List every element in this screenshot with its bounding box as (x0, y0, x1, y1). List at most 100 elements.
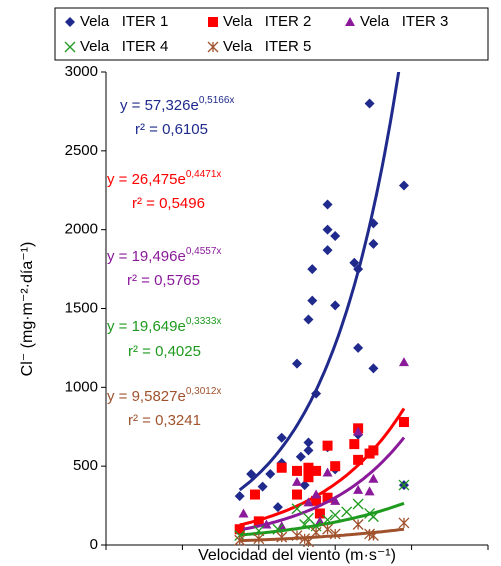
point (314, 508, 325, 519)
point (276, 462, 287, 473)
point (353, 264, 364, 275)
point (330, 461, 341, 472)
point (368, 445, 379, 456)
trend-equation: y = 19,649e0,3333x (107, 316, 221, 335)
point (322, 514, 334, 526)
legend-label: Vela ITER 4 (80, 38, 168, 55)
point (238, 508, 249, 518)
point (398, 417, 409, 428)
point (353, 484, 364, 494)
x-tick-label: 2 (178, 563, 186, 566)
point (368, 473, 379, 483)
x-tick-label: 6 (331, 563, 339, 566)
legend-label: Vela ITER 2 (223, 13, 311, 30)
point (303, 497, 314, 507)
point (398, 180, 409, 191)
point (322, 523, 334, 535)
point (253, 525, 265, 537)
trendline (239, 501, 405, 537)
point (307, 264, 318, 275)
point (322, 199, 333, 210)
legend-label: Vela ITER 3 (360, 13, 448, 30)
point (311, 489, 322, 499)
equation-base: y = 26,475e (107, 171, 186, 188)
point (311, 388, 322, 399)
point (246, 469, 257, 480)
x-tick-label: 10 (480, 563, 497, 566)
point (310, 526, 322, 538)
x-tick-label: 4 (255, 563, 263, 566)
point (398, 479, 410, 491)
point (272, 502, 283, 513)
trend-r2: r² = 0,3241 (128, 412, 201, 429)
point (276, 432, 287, 443)
point (299, 519, 311, 530)
point (234, 524, 245, 535)
trend-equation: y = 26,475e0,4471x (107, 169, 221, 188)
x-tick-label: 0 (102, 563, 110, 566)
point (276, 531, 288, 543)
legend-label: Vela ITER 1 (80, 13, 168, 30)
point (322, 245, 333, 256)
legend-box (54, 7, 489, 61)
point (353, 342, 364, 353)
point (303, 462, 314, 473)
y-tick-label: 1000 (65, 378, 98, 395)
point (311, 495, 322, 506)
point (349, 439, 360, 450)
point (322, 224, 333, 235)
x-tick-label: 8 (407, 563, 415, 566)
point (253, 533, 265, 545)
point (322, 492, 333, 503)
point (353, 454, 364, 465)
point (322, 467, 333, 477)
point (367, 530, 379, 541)
y-tick-label: 2000 (65, 221, 98, 238)
trendline (238, 72, 401, 492)
trend-equation: y = 19,496e0,4557x (107, 246, 221, 265)
trendline (239, 527, 405, 543)
y-tick-label: 2500 (65, 142, 98, 159)
y-tick-label: 0 (90, 536, 98, 553)
point (295, 451, 306, 462)
trend-equation: y = 57,326e0,5166x (120, 95, 234, 114)
point (364, 486, 375, 496)
point (368, 363, 379, 374)
point (398, 357, 409, 367)
trend-r2: r² = 0,6105 (135, 121, 208, 138)
point (303, 445, 314, 456)
point (303, 437, 314, 448)
equation-base: y = 19,649e (107, 318, 186, 335)
trendline (243, 436, 406, 531)
equation-base: y = 19,496e (107, 248, 186, 265)
y-tick-label: 1500 (65, 299, 98, 316)
y-tick-label: 500 (73, 457, 98, 474)
legend-marker (207, 41, 219, 53)
point (234, 491, 245, 502)
point (303, 472, 314, 483)
point (352, 519, 364, 530)
point (265, 469, 276, 480)
trend-r2: r² = 0,4025 (128, 343, 201, 360)
point (329, 528, 341, 540)
point (311, 465, 322, 476)
point (291, 530, 303, 541)
point (322, 440, 333, 451)
equation-exponent: 0,3333x (186, 316, 222, 327)
point (352, 498, 364, 510)
legend-marker (345, 17, 355, 26)
point (299, 533, 311, 545)
equation-exponent: 0,5166x (199, 95, 235, 106)
legend-marker (64, 41, 76, 53)
trend-equation: y = 9,5827e0,3012x (107, 386, 221, 405)
y-axis-label: Cl⁻ (mg·m⁻²·día⁻¹) (19, 242, 36, 377)
equation-base: y = 9,5827e (107, 388, 186, 405)
point (307, 295, 318, 306)
point (292, 465, 302, 476)
legend-marker (65, 17, 75, 27)
point (368, 238, 379, 249)
point (299, 480, 310, 491)
point (353, 426, 364, 436)
point (349, 257, 360, 268)
